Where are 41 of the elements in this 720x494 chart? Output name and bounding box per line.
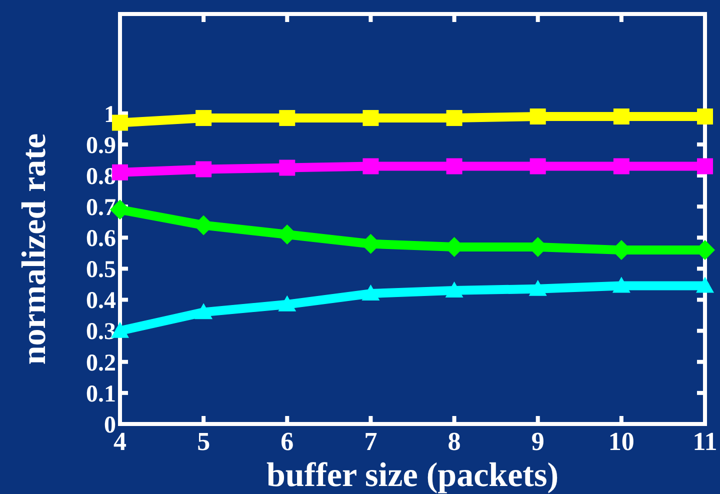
y-tick-label: 1 [104, 102, 116, 128]
y-tick-label: 0.7 [86, 194, 116, 221]
x-tick-label: 4 [114, 427, 126, 456]
y-tick-label: 0 [104, 412, 116, 438]
y-tick-label: 0.4 [86, 288, 116, 314]
x-tick-label: 9 [531, 427, 544, 456]
y-tick-label: 0.5 [86, 257, 116, 284]
point [196, 110, 212, 126]
point [194, 303, 213, 320]
point [445, 281, 464, 298]
point [446, 110, 462, 126]
point [612, 276, 630, 293]
point [196, 161, 212, 178]
y-tick-label: 0.1 [86, 381, 116, 408]
y-axis-title: normalized rate [16, 133, 53, 365]
y-tick-label: 0.6 [86, 226, 116, 252]
point [697, 158, 713, 174]
y-tick-label: 0.9 [86, 132, 116, 159]
point [613, 158, 630, 174]
x-axis-title: buffer size (packets) [266, 457, 559, 494]
y-tick-label: 0.2 [86, 350, 116, 376]
x-tick-label: 8 [448, 427, 461, 456]
point [362, 284, 380, 301]
x-tick-label: 10 [608, 427, 634, 456]
point [530, 158, 546, 174]
x-tick-label: 7 [364, 427, 378, 456]
point [362, 158, 379, 174]
x-tick-label: 11 [692, 427, 718, 456]
point [362, 110, 379, 126]
point [613, 108, 630, 124]
point [697, 108, 713, 124]
x-tick-label: 5 [197, 427, 210, 456]
point [279, 160, 296, 176]
point [528, 280, 547, 296]
point [278, 295, 296, 312]
point [279, 110, 296, 126]
point [112, 114, 128, 131]
point [446, 158, 462, 174]
x-tick-label: 6 [280, 427, 294, 456]
point [696, 276, 714, 293]
point [530, 108, 546, 124]
